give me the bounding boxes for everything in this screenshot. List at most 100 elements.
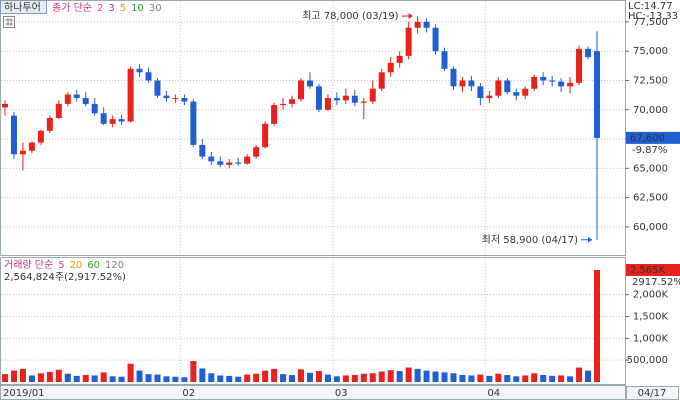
volume-bar	[271, 368, 278, 382]
volume-bar	[127, 363, 134, 382]
title-tab[interactable]	[0, 0, 47, 14]
volume-bar	[324, 374, 331, 382]
candle-body	[190, 101, 197, 145]
volume-bar	[468, 375, 475, 382]
candle-body	[235, 162, 242, 164]
candle-body	[244, 156, 251, 164]
y-tick-label: 62,500	[633, 193, 668, 204]
volume-bar	[504, 375, 511, 382]
candle-body	[226, 162, 233, 165]
candle-body	[540, 76, 547, 81]
candle-body	[253, 147, 260, 157]
candle-body	[109, 119, 116, 124]
y-tick-label: 77,500	[633, 17, 668, 28]
price-panel	[0, 0, 626, 256]
volume-bar	[495, 373, 502, 382]
volume-bar	[91, 375, 98, 382]
volume-bar	[100, 372, 107, 382]
candle-body	[549, 80, 556, 82]
last-value: 2,565K	[630, 265, 666, 276]
candle-body	[414, 21, 421, 28]
candle-body	[154, 80, 161, 96]
volume-bar	[28, 375, 35, 382]
volume-bar	[136, 370, 143, 382]
volume-panel	[0, 257, 626, 385]
volume-bar	[387, 370, 394, 382]
x-tick-label: 02	[182, 388, 195, 399]
candle-body	[82, 98, 89, 104]
legend: 거래량 단순 5 20 60 120	[4, 259, 124, 271]
candle-body	[100, 113, 107, 124]
volume-bar	[235, 376, 242, 382]
legend-entry: 20	[70, 260, 83, 271]
volume-bar	[342, 375, 349, 382]
candle-body	[298, 80, 304, 100]
y-tick-label: 70,000	[633, 105, 668, 116]
candle-body	[315, 86, 322, 110]
candle-body	[199, 144, 206, 157]
candle-body	[163, 95, 170, 99]
legend-entry: 30	[149, 3, 162, 14]
candle-body	[19, 150, 26, 155]
legend-entry: 10	[131, 3, 144, 14]
volume-bar	[289, 375, 296, 382]
volume-bar	[208, 373, 215, 382]
candle-body	[495, 80, 502, 96]
y-tick-label: 1,000K	[633, 333, 669, 344]
candle-body	[369, 88, 376, 102]
candle-body	[181, 98, 188, 102]
x-axis-bar	[0, 385, 626, 400]
candle-body	[306, 80, 313, 87]
volume-bar	[513, 376, 520, 382]
candle-body	[136, 68, 143, 73]
volume-bar	[46, 371, 53, 382]
volume-bar	[360, 373, 367, 382]
candle-body	[118, 119, 125, 122]
candle-body	[262, 123, 269, 148]
candle-body	[342, 95, 349, 101]
candle-body	[441, 51, 448, 69]
last-value-box	[626, 131, 680, 144]
volume-bar	[558, 375, 565, 382]
volume-bar	[253, 373, 260, 382]
annotation-arrowhead	[408, 13, 413, 20]
volume-bar	[109, 376, 116, 382]
grid-icon[interactable]	[3, 16, 15, 28]
volume-bar	[531, 373, 538, 382]
candle-body	[432, 27, 439, 52]
annotation-arrowhead	[588, 236, 592, 243]
volume-bar	[459, 375, 466, 382]
volume-bar	[432, 371, 439, 382]
candle-body	[594, 51, 600, 138]
candle-body	[280, 103, 287, 106]
legend-entry: 2	[97, 3, 103, 14]
volume-bar	[450, 373, 457, 382]
legend-label: 종가 단순	[52, 2, 92, 14]
volume-bar	[549, 375, 556, 382]
legend-entry: 60	[87, 260, 100, 271]
volume-bar	[154, 374, 161, 382]
volume-bar	[55, 369, 62, 382]
volume-bar	[306, 372, 313, 382]
volume-bar	[315, 371, 322, 382]
candle-body	[396, 55, 403, 63]
volume-bar	[567, 376, 574, 382]
candle-body	[46, 117, 53, 131]
candle-body	[486, 95, 493, 99]
candle-body	[91, 103, 98, 114]
volume-bar	[477, 374, 484, 382]
volume-bar	[423, 370, 430, 382]
candle-body	[423, 21, 430, 28]
volume-bar	[414, 368, 421, 382]
volume-bar	[217, 375, 224, 382]
volume-bar	[405, 367, 412, 382]
legend-entry: 5	[58, 260, 64, 271]
last-value: 67,600	[630, 133, 665, 144]
legend: 종가 단순 2 3 5 10 30	[52, 2, 162, 14]
candle-body	[522, 88, 529, 96]
volume-bar	[576, 367, 583, 382]
candle-body	[477, 86, 484, 99]
candle-body	[450, 68, 457, 87]
volume-bar	[10, 370, 17, 382]
